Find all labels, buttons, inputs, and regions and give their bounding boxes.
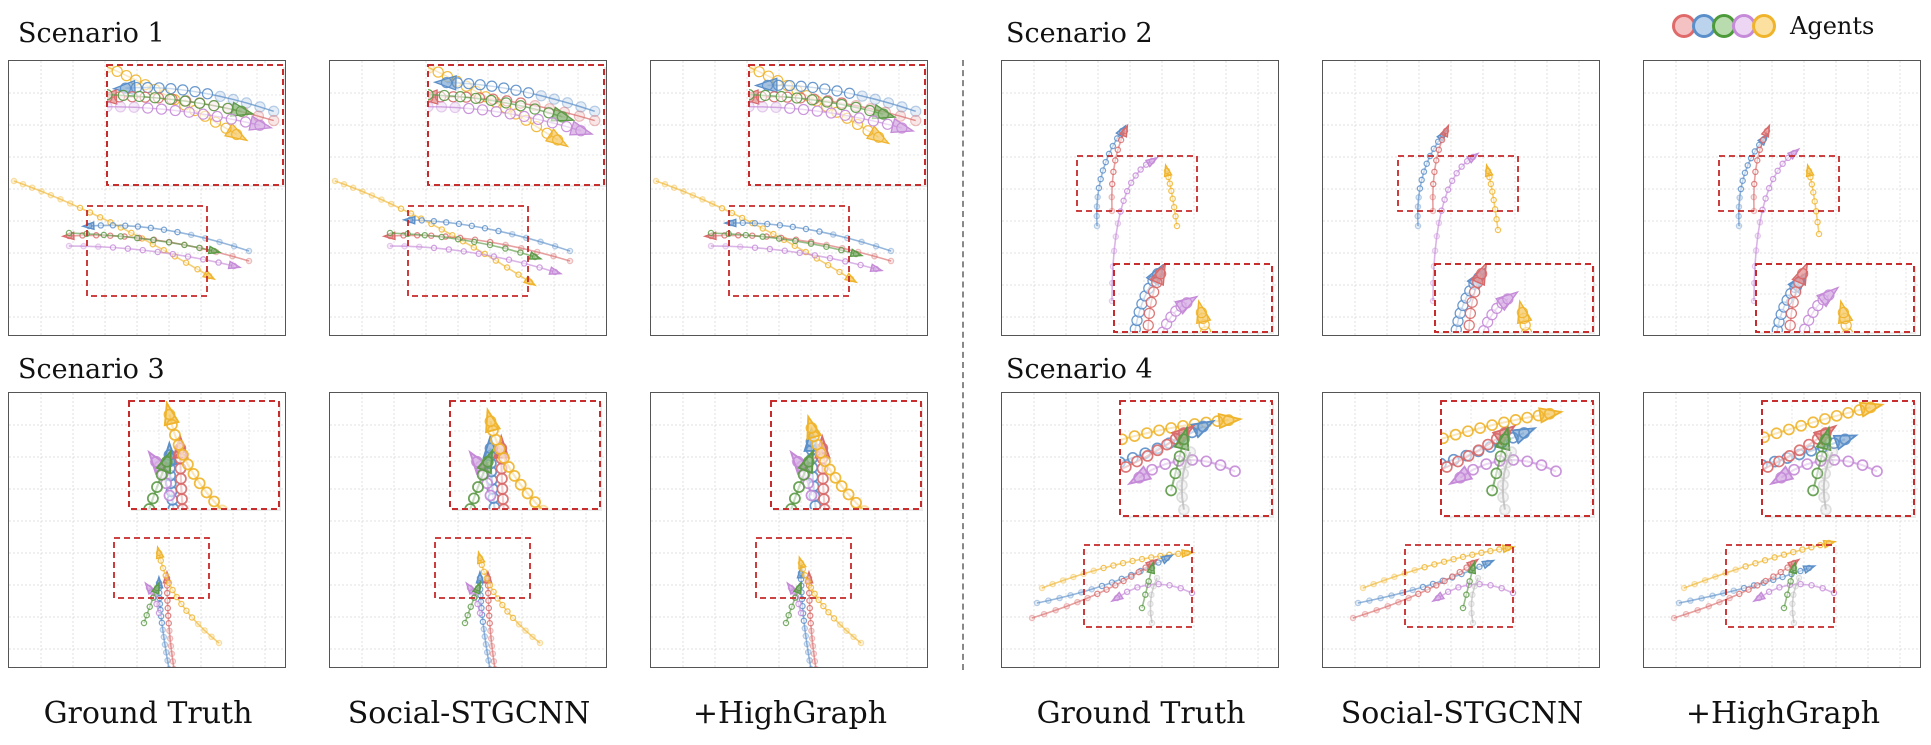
trajectory-2 <box>1349 558 1480 622</box>
scenario-4-social-stgcnn-panel <box>1322 392 1600 668</box>
column-label-social-stgcnn-right: Social-STGCNN <box>1340 696 1584 731</box>
trajectory-4 <box>65 242 243 270</box>
column-label-highgraph-right: +HighGraph <box>1685 696 1881 731</box>
trajectory-3 <box>1752 580 1838 603</box>
scenario-2-title: Scenario 2 <box>1006 18 1153 49</box>
scenario-1-ground-truth-panel <box>8 60 286 336</box>
scenario-2-ground-truth-panel <box>1001 60 1279 336</box>
trajectory-1 <box>162 569 177 667</box>
trajectory-2 <box>476 550 544 647</box>
scenario-4-title: Scenario 4 <box>1006 354 1153 385</box>
scenario-divider <box>962 60 964 670</box>
trajectory-2 <box>381 231 574 265</box>
trajectory-2 <box>797 555 865 647</box>
trajectory-0 <box>1735 132 1770 230</box>
trajectory-0 <box>652 177 859 284</box>
column-label-highgraph-left: +HighGraph <box>692 696 888 731</box>
trajectory-0 <box>1680 539 1837 592</box>
trajectory-4 <box>1459 560 1477 612</box>
trajectory-4 <box>386 242 563 276</box>
trajectory-2 <box>1028 558 1159 622</box>
scenario-1-social-stgcnn-panel <box>329 60 607 336</box>
trajectory-5 <box>1147 574 1161 627</box>
trajectory-1 <box>722 218 895 255</box>
column-label-ground-truth-left: Ground Truth <box>43 696 253 731</box>
trajectory-2 <box>155 544 223 647</box>
legend-label: Agents <box>1790 12 1875 40</box>
trajectory-4 <box>707 242 884 273</box>
trajectory-1 <box>1108 123 1129 215</box>
scenario-3-title: Scenario 3 <box>18 354 165 385</box>
trajectory-3 <box>1110 580 1196 603</box>
scenario-4-ground-truth-panel <box>1001 392 1279 668</box>
agent-yellow-legend-icon <box>1752 14 1776 38</box>
trajectory-4 <box>140 580 161 627</box>
trajectory-2 <box>1670 558 1801 622</box>
column-label-ground-truth-right: Ground Truth <box>1036 696 1246 731</box>
agents-legend: Agents <box>1672 12 1874 40</box>
scenario-3-social-stgcnn-panel <box>329 392 607 668</box>
scenario-1-title: Scenario 1 <box>18 18 165 49</box>
trajectory-3 <box>1163 163 1181 230</box>
trajectory-2 <box>1108 156 1159 305</box>
scenario-3-ground-truth-panel <box>8 392 286 668</box>
trajectory-3 <box>386 229 543 261</box>
scenario-4-highgraph-panel <box>1643 392 1921 668</box>
trajectory-3 <box>1484 162 1502 234</box>
trajectory-4 <box>1780 560 1798 612</box>
trajectory-1 <box>1429 123 1450 215</box>
trajectory-3 <box>1805 162 1823 238</box>
trajectory-4 <box>1138 560 1156 612</box>
column-label-social-stgcnn-left: Social-STGCNN <box>347 696 591 731</box>
scenario-1-highgraph-panel <box>650 60 928 336</box>
trajectory-3 <box>65 229 223 255</box>
trajectory-2 <box>60 231 253 265</box>
scenario-3-highgraph-panel <box>650 392 928 668</box>
trajectory-0 <box>1359 544 1517 592</box>
trajectory-1 <box>483 569 498 667</box>
trajectory-1 <box>80 221 253 255</box>
trajectory-5 <box>1789 574 1803 627</box>
scenario-2-highgraph-panel <box>1643 60 1921 336</box>
trajectory-0 <box>10 177 217 281</box>
trajectory-0 <box>1414 128 1448 230</box>
trajectory-5 <box>1468 574 1482 627</box>
trajectory-0 <box>1038 548 1196 592</box>
scenario-2-social-stgcnn-panel <box>1322 60 1600 336</box>
